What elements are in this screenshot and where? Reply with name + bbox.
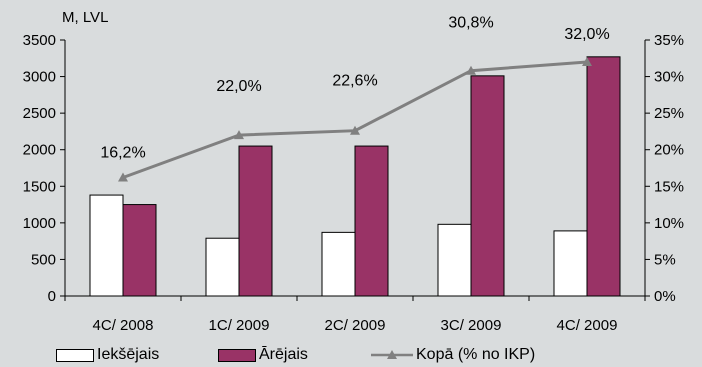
y-tick-label: 2500 <box>23 105 56 122</box>
y2-tick-label: 20% <box>654 142 684 159</box>
line-point-marker <box>582 56 592 66</box>
y-tick-label: 500 <box>31 251 56 268</box>
legend-label-internal: Iekšējais <box>97 346 160 363</box>
data-label-total-percent: 22,0% <box>216 78 261 95</box>
legend-item-total: Kopā (% no IKP) <box>371 344 535 366</box>
legend-line-marker-icon <box>371 350 413 359</box>
bars-layer <box>89 56 621 297</box>
bar-internal <box>437 223 472 297</box>
legend-swatch-external <box>218 348 256 362</box>
line-point-marker <box>350 125 360 135</box>
data-label-total-percent: 30,8% <box>448 15 493 32</box>
line-point-marker <box>466 65 476 75</box>
x-tick-label: 4C/ 2009 <box>557 317 618 334</box>
y-tick-label: 3500 <box>23 32 56 49</box>
data-label-total-percent: 22,6% <box>332 73 377 90</box>
legend-label-total: Kopā (% no IKP) <box>416 346 536 363</box>
bar-external <box>122 204 157 297</box>
y-tick-label: 2000 <box>23 142 56 159</box>
bar-internal <box>321 231 356 297</box>
y2-tick-label: 35% <box>654 32 684 49</box>
line-layer <box>118 56 592 182</box>
legend-swatch-internal <box>56 348 94 362</box>
y2-tick-label: 30% <box>654 69 684 86</box>
x-tick-label: 2C/ 2009 <box>325 317 386 334</box>
legend-label-external: Ārējais <box>259 346 308 363</box>
y-axis-unit-label: M, LVL <box>62 9 108 26</box>
x-tick-label: 3C/ 2009 <box>441 317 502 334</box>
bar-external <box>470 75 505 297</box>
y2-tick-label: 5% <box>654 251 676 268</box>
y2-tick-label: 25% <box>654 105 684 122</box>
y2-tick-label: 10% <box>654 215 684 232</box>
labels-layer: 16,2% 22,0% 22,6% 30,8% 32,0% <box>100 15 609 162</box>
line-point-marker <box>234 130 244 140</box>
bar-external <box>354 145 389 297</box>
bar-internal <box>205 237 240 297</box>
x-tick-label: 4C/ 2008 <box>93 317 154 334</box>
axes-layer: 0 500 1000 1500 2000 2500 3000 3500 0% 5% 10% 15% 20… <box>23 32 684 334</box>
y2-tick-label: 0% <box>654 288 676 305</box>
y-tick-label: 3000 <box>23 69 56 86</box>
bar-internal <box>89 194 124 297</box>
legend-item-external: Ārējais <box>218 344 308 366</box>
y-tick-label: 1000 <box>23 215 56 232</box>
legend: Iekšējais Ārējais Kopā (% no IKP) <box>0 344 702 366</box>
data-label-total-percent: 32,0% <box>564 26 609 43</box>
bar-external <box>586 56 621 297</box>
y-tick-label: 1500 <box>23 178 56 195</box>
y2-tick-label: 15% <box>654 178 684 195</box>
data-label-total-percent: 16,2% <box>100 145 145 162</box>
x-tick-label: 1C/ 2009 <box>209 317 270 334</box>
legend-item-internal: Iekšējais <box>56 344 159 366</box>
bar-internal <box>553 230 588 297</box>
y-tick-label: 0 <box>48 288 56 305</box>
line-point-marker <box>118 172 128 182</box>
bar-external <box>238 145 273 297</box>
